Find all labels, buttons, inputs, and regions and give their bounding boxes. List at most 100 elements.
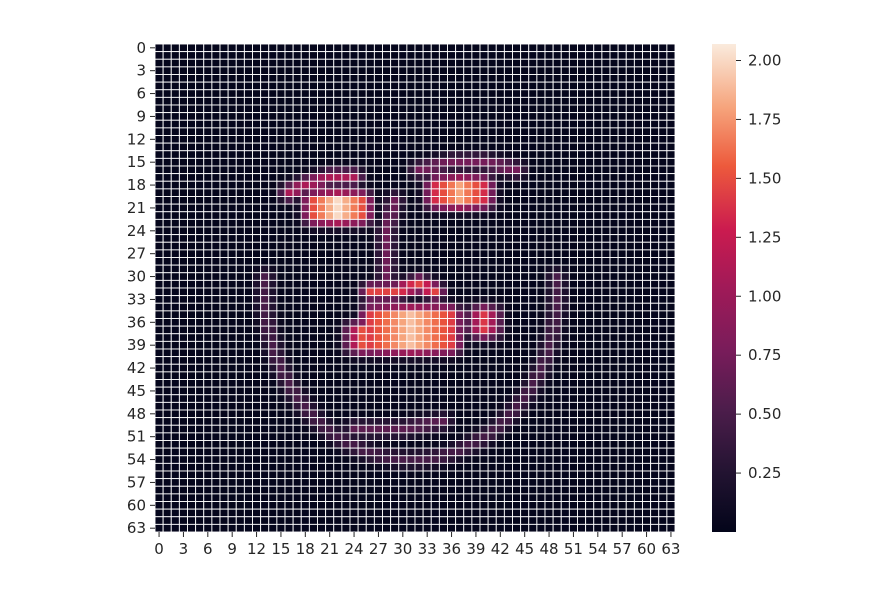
heatmap-cell xyxy=(162,417,172,426)
heatmap-cell xyxy=(292,287,302,297)
heatmap-cell xyxy=(333,470,343,480)
heatmap-cell xyxy=(463,104,473,114)
heatmap-cell xyxy=(243,180,253,190)
heatmap-cell xyxy=(479,371,489,380)
heatmap-cell xyxy=(357,272,367,281)
heatmap-cell xyxy=(373,135,383,144)
heatmap-cell xyxy=(650,157,660,167)
heatmap-cell xyxy=(593,264,603,274)
heatmap-cell xyxy=(430,356,440,365)
heatmap-cell xyxy=(512,119,522,129)
heatmap-cell xyxy=(617,157,627,167)
heatmap-cell xyxy=(617,81,627,91)
heatmap-cell xyxy=(162,310,172,319)
heatmap-cell xyxy=(560,356,570,365)
heatmap-cell xyxy=(398,363,408,373)
heatmap-cell xyxy=(333,249,343,258)
heatmap-cell xyxy=(463,119,473,129)
heatmap-cell xyxy=(601,211,611,220)
heatmap-cell xyxy=(479,508,489,518)
heatmap-cell xyxy=(235,241,245,251)
heatmap-cell xyxy=(382,394,392,403)
heatmap-cell xyxy=(560,272,570,281)
heatmap-cell xyxy=(625,58,635,68)
heatmap-cell xyxy=(382,180,392,190)
heatmap-cell xyxy=(577,165,587,175)
heatmap-cell xyxy=(455,424,465,434)
heatmap-cell xyxy=(308,432,318,441)
heatmap-cell xyxy=(666,523,676,533)
heatmap-cell xyxy=(382,424,392,434)
heatmap-cell xyxy=(170,470,180,480)
heatmap-cell xyxy=(609,417,619,426)
heatmap-cell xyxy=(536,287,546,297)
heatmap-cell xyxy=(552,447,562,457)
heatmap-cell xyxy=(260,432,270,441)
heatmap-cell xyxy=(333,188,343,197)
heatmap-cell xyxy=(243,333,253,342)
heatmap-cell xyxy=(203,478,213,487)
heatmap-cell xyxy=(609,119,619,129)
heatmap-cell xyxy=(666,470,676,480)
heatmap-cell xyxy=(577,279,587,289)
heatmap-cell xyxy=(609,226,619,236)
heatmap-cell xyxy=(512,66,522,75)
heatmap-cell xyxy=(398,356,408,365)
heatmap-cell xyxy=(235,470,245,480)
heatmap-cell xyxy=(317,432,327,441)
heatmap-cell xyxy=(658,394,668,403)
heatmap-cell xyxy=(357,241,367,251)
heatmap-cell xyxy=(357,493,367,502)
heatmap-cell xyxy=(658,188,668,197)
heatmap-cell xyxy=(422,96,432,106)
heatmap-cell xyxy=(276,295,286,304)
heatmap-cell xyxy=(455,386,465,396)
heatmap-cell xyxy=(203,295,213,304)
heatmap-cell xyxy=(495,493,505,502)
heatmap-cell xyxy=(512,409,522,419)
heatmap-cell xyxy=(398,211,408,220)
heatmap-cell xyxy=(276,478,286,487)
heatmap-cell xyxy=(211,340,221,350)
heatmap-cell xyxy=(187,325,197,335)
heatmap-cell xyxy=(666,142,676,152)
heatmap-cell xyxy=(471,455,481,464)
heatmap-cell xyxy=(365,287,375,297)
heatmap-cell xyxy=(390,188,400,197)
heatmap-cell xyxy=(650,424,660,434)
heatmap-cell xyxy=(292,234,302,243)
heatmap-cell xyxy=(357,249,367,258)
heatmap-cell xyxy=(300,295,310,304)
heatmap-cell xyxy=(341,241,351,251)
heatmap-cell xyxy=(252,196,262,205)
heatmap-cell xyxy=(276,485,286,495)
heatmap-cell xyxy=(260,104,270,114)
heatmap-cell xyxy=(325,340,335,350)
heatmap-cell xyxy=(203,150,213,159)
heatmap-cell xyxy=(333,485,343,495)
heatmap-cell xyxy=(560,279,570,289)
heatmap-cell xyxy=(568,81,578,91)
heatmap-cell xyxy=(284,501,294,510)
heatmap-cell xyxy=(382,470,392,480)
heatmap-cell xyxy=(479,203,489,213)
heatmap-cell xyxy=(471,340,481,350)
heatmap-cell xyxy=(650,310,660,319)
heatmap-cell xyxy=(284,119,294,129)
heatmap-cell xyxy=(317,196,327,205)
heatmap-cell xyxy=(260,112,270,121)
colorbar-tick-label: 1.75 xyxy=(748,110,781,128)
heatmap-cell xyxy=(552,401,562,411)
heatmap-cell xyxy=(308,241,318,251)
heatmap-cell xyxy=(154,340,164,350)
heatmap-cell xyxy=(617,516,627,525)
heatmap-cell xyxy=(536,234,546,243)
heatmap-cell xyxy=(487,318,497,327)
heatmap-cell xyxy=(357,478,367,487)
heatmap-cell xyxy=(438,462,448,472)
heatmap-cell xyxy=(373,89,383,98)
heatmap-cell xyxy=(300,119,310,129)
heatmap-cell xyxy=(398,386,408,396)
heatmap-cell xyxy=(260,89,270,98)
heatmap-cell xyxy=(512,493,522,502)
